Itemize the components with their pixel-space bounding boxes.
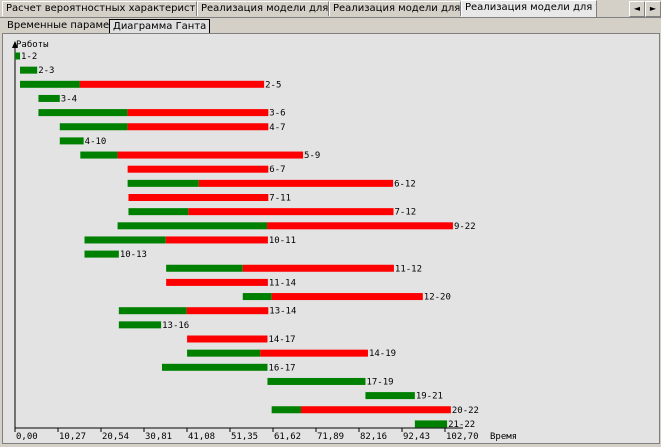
x-tick-label: 102,70 (446, 432, 479, 442)
task-duration-bar (118, 307, 187, 315)
task-label: 7-12 (395, 208, 417, 218)
x-axis-ticks: 0,00 10,27 20,54 30,81 41,08 51,35 61,62 71,89 8… (14, 428, 479, 442)
task-label: 5-9 (304, 151, 320, 161)
task-duration-bar (414, 420, 448, 428)
task-label: 6-7 (269, 165, 285, 175)
task-duration-bar (15, 52, 21, 60)
task-label: 9-22 (454, 222, 476, 232)
task-duration-bar (161, 363, 268, 371)
task-reserve-bar (166, 278, 268, 286)
task-label: 11-14 (269, 278, 296, 288)
task-label: 13-16 (162, 321, 189, 331)
x-tick-label: 10,27 (59, 432, 86, 442)
tab-model-tmin[interactable]: Реализация модели для tmin (329, 1, 461, 16)
task-duration-bar (365, 392, 415, 400)
task-duration-bar (127, 179, 199, 187)
task-duration-bar (128, 208, 189, 216)
task-label: 1-2 (21, 52, 37, 62)
x-tick-label: 30,81 (145, 432, 172, 442)
tab-scroll-right-button[interactable]: ► (645, 1, 661, 17)
task-label: 4-7 (269, 123, 285, 133)
x-tick-label: 92,43 (403, 432, 430, 442)
task-reserve-bar (271, 293, 423, 301)
task-label: 10-13 (120, 250, 147, 260)
task-duration-bar (80, 151, 118, 159)
task-reserve-bar (198, 179, 394, 187)
task-label: 14-17 (268, 335, 295, 345)
task-label: 7-11 (269, 194, 291, 204)
task-duration-bar (187, 349, 261, 357)
task-reserve-bar (127, 123, 269, 131)
top-tab-bar: Расчет вероятностных характеристик L_kp … (0, 0, 661, 18)
task-label: 6-12 (394, 179, 416, 189)
task-label: 4-10 (85, 137, 107, 147)
task-label: 20-22 (452, 406, 479, 416)
task-duration-bar (20, 80, 80, 88)
task-reserve-bar (128, 194, 269, 201)
task-reserve-bar (188, 208, 394, 216)
task-label: 17-19 (366, 377, 393, 387)
task-label: 3-4 (61, 94, 77, 104)
gantt-chart: Работы Время 0,00 10,27 20,54 30,81 41,08 51,… (12, 39, 517, 442)
task-label: 11-12 (395, 264, 422, 274)
task-reserve-bar (117, 151, 304, 159)
gantt-chart-panel: Работы Время 0,00 10,27 20,54 30,81 41,08 51,… (2, 33, 660, 444)
gantt-bars: 1-22-3 2-5 3-4 3-6 4-7 4-10 5-9 6-7 6-12 7-11 7-12… (15, 52, 479, 430)
task-label: 16-17 (268, 363, 295, 373)
task-duration-bar (84, 236, 166, 244)
task-reserve-bar (260, 349, 368, 357)
x-tick-label: 0,00 (16, 432, 38, 442)
task-reserve-bar (165, 236, 268, 244)
task-label: 2-3 (38, 66, 54, 76)
task-duration-bar (38, 94, 60, 102)
task-duration-bar (118, 321, 162, 329)
task-label: 2-5 (265, 80, 281, 90)
task-label: 13-14 (269, 307, 296, 317)
x-tick-label: 41,08 (188, 432, 215, 442)
task-duration-bar (59, 123, 128, 131)
y-axis-arrow (12, 41, 18, 48)
task-duration-bar (242, 293, 272, 301)
x-tick-label: 51,35 (231, 432, 258, 442)
x-tick-label: 20,54 (102, 432, 129, 442)
task-label: 19-21 (416, 392, 443, 402)
task-reserve-bar (186, 307, 269, 315)
subtab-time-parameters[interactable]: Временные параметры (7, 20, 130, 31)
tab-model-tmax[interactable]: Реализация модели для tmax (461, 0, 597, 17)
task-reserve-bar (79, 80, 265, 88)
tab-probability-characteristics[interactable]: Расчет вероятностных характеристик L_kp (2, 1, 197, 16)
task-duration-bar (59, 137, 84, 145)
task-duration-bar (271, 406, 301, 414)
subtab-gantt-chart[interactable]: Диаграмма Ганта (109, 19, 211, 33)
x-axis-label: Время (490, 432, 517, 442)
task-reserve-bar (127, 109, 269, 117)
task-duration-bar (267, 377, 366, 385)
task-duration-bar (38, 109, 128, 117)
task-reserve-bar (127, 165, 269, 173)
task-duration-bar (117, 222, 268, 230)
x-tick-label: 82,16 (360, 432, 387, 442)
task-reserve-bar (300, 406, 451, 414)
task-reserve-bar (187, 335, 268, 343)
task-label: 12-20 (424, 293, 451, 303)
x-tick-label: 61,62 (274, 432, 301, 442)
task-label: 21-22 (448, 420, 475, 430)
task-reserve-bar (242, 264, 394, 272)
task-duration-bar (20, 66, 38, 74)
x-tick-label: 71,89 (317, 432, 344, 442)
sub-tab-bar: Временные параметры Диаграмма Ганта (0, 18, 661, 34)
task-label: 10-11 (269, 236, 296, 246)
task-reserve-bar (267, 222, 453, 230)
y-axis-label: Работы (16, 39, 49, 50)
task-duration-bar (166, 264, 243, 272)
task-label: 3-6 (269, 109, 285, 119)
task-label: 14-19 (369, 349, 396, 359)
task-duration-bar (84, 250, 119, 258)
tab-scroll-left-button[interactable]: ◄ (629, 1, 645, 17)
tab-model-tavg[interactable]: Реализация модели для tавg (197, 1, 329, 16)
